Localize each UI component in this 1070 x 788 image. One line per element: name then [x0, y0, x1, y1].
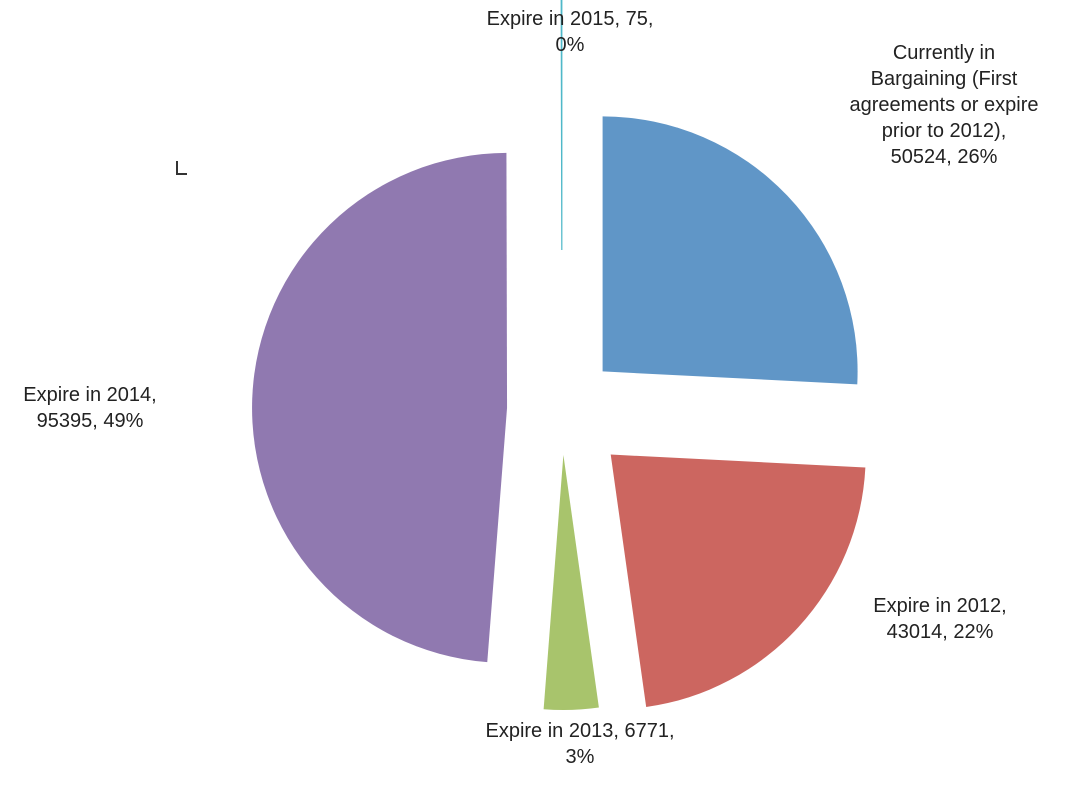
slice-2015 — [560, 0, 563, 251]
slice-label-2014: Expire in 2014, 95395, 49% — [23, 384, 157, 432]
slice-2013 — [543, 454, 599, 710]
slice-label-2013: Expire in 2013, 6771, 3% — [485, 720, 675, 768]
slice-2014 — [252, 152, 508, 663]
corner-mark-glyph — [176, 161, 187, 175]
slice-label-bargaining: Currently in Bargaining (First agreement… — [849, 42, 1039, 168]
slice-2012 — [610, 454, 866, 708]
slice-bargaining — [602, 116, 858, 385]
slice-label-2012: Expire in 2012, 43014, 22% — [873, 595, 1007, 643]
slice-label-2015: Expire in 2015, 75, 0% — [486, 8, 654, 56]
